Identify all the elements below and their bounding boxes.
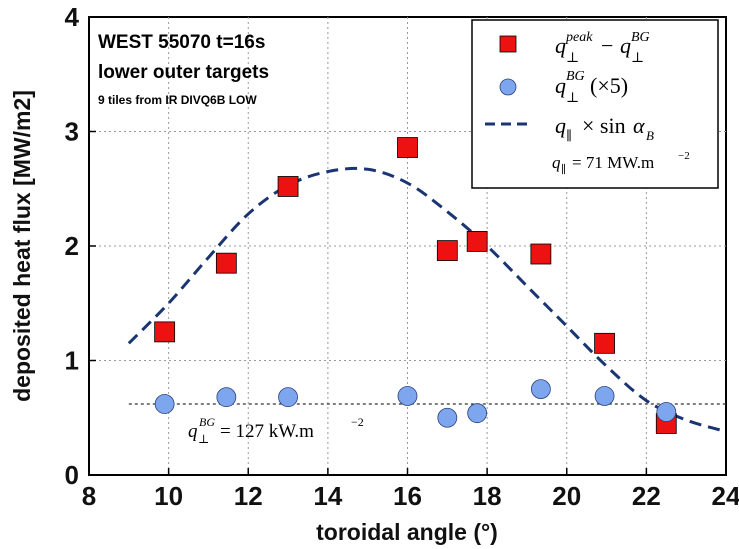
x-tick-10: 10 bbox=[154, 481, 183, 511]
svg-text:× sin: × sin bbox=[582, 113, 626, 138]
peak-point-3 bbox=[277, 176, 299, 197]
svg-text:BG: BG bbox=[199, 415, 215, 429]
x-axis-label: toroidal angle (°) bbox=[316, 519, 498, 545]
svg-text:⊥: ⊥ bbox=[566, 91, 579, 106]
svg-text:q: q bbox=[555, 33, 566, 58]
y-tick-4: 4 bbox=[65, 2, 80, 32]
bg-point-9 bbox=[656, 402, 677, 422]
svg-text:−: − bbox=[601, 33, 613, 58]
y-tick-1: 1 bbox=[65, 346, 79, 376]
peak-point-1 bbox=[154, 321, 176, 343]
svg-text:(×5): (×5) bbox=[590, 73, 628, 98]
svg-text:∥: ∥ bbox=[561, 163, 566, 176]
y-tick-0: 0 bbox=[65, 460, 79, 490]
svg-text:q: q bbox=[188, 421, 198, 442]
x-tick-24: 24 bbox=[712, 481, 739, 511]
legend-marker-peak bbox=[499, 35, 517, 53]
legend-marker-bg bbox=[499, 78, 517, 96]
x-tick-12: 12 bbox=[234, 481, 263, 511]
svg-text:⊥: ⊥ bbox=[566, 51, 579, 66]
svg-text:⊥: ⊥ bbox=[631, 51, 644, 66]
bg-point-2 bbox=[216, 387, 237, 408]
data-markers bbox=[154, 137, 677, 434]
svg-text:BG: BG bbox=[566, 69, 585, 84]
peak-point-4 bbox=[397, 137, 418, 158]
legend-label-model: q ∥ × sin α B bbox=[555, 113, 654, 143]
svg-text:q: q bbox=[555, 113, 566, 138]
bg-point-7 bbox=[530, 379, 551, 400]
svg-text:⊥: ⊥ bbox=[198, 432, 209, 446]
x-tick-20: 20 bbox=[552, 481, 581, 511]
svg-text:B: B bbox=[646, 128, 654, 143]
x-tick-labels: 8 10 12 14 16 18 20 22 24 bbox=[82, 468, 739, 511]
peak-point-2 bbox=[215, 252, 237, 274]
peak-point-8 bbox=[594, 332, 615, 354]
annotation-shot: WEST 55070 t=16s bbox=[98, 32, 265, 53]
x-tick-16: 16 bbox=[393, 481, 422, 511]
bg-point-4 bbox=[397, 386, 418, 406]
y-tick-labels: 0 1 2 3 4 bbox=[65, 2, 96, 490]
x-tick-18: 18 bbox=[473, 481, 502, 511]
bg-point-5 bbox=[437, 407, 458, 428]
svg-text:α: α bbox=[633, 113, 645, 138]
x-tick-8: 8 bbox=[82, 481, 96, 511]
bg-point-3 bbox=[278, 387, 298, 408]
svg-text:q: q bbox=[620, 33, 631, 58]
bg-point-1 bbox=[154, 394, 175, 414]
legend-label-peak: q ⊥ peak − q ⊥ BG bbox=[555, 30, 650, 66]
svg-text:q: q bbox=[552, 153, 561, 172]
legend-label-bg: q ⊥ BG (×5) bbox=[555, 69, 628, 106]
annotation-tiles: 9 tiles from IR DIVQ6B LOW bbox=[98, 93, 257, 107]
svg-text:q: q bbox=[555, 73, 566, 98]
y-tick-2: 2 bbox=[65, 231, 79, 261]
svg-text:= 71 MW.m: = 71 MW.m bbox=[572, 153, 654, 172]
y-tick-3: 3 bbox=[65, 117, 79, 147]
svg-text:−2: −2 bbox=[678, 150, 690, 162]
peak-point-5 bbox=[436, 240, 458, 261]
svg-text:peak: peak bbox=[565, 30, 593, 45]
svg-text:= 127 kW.m: = 127 kW.m bbox=[220, 421, 314, 442]
bg-level-annotation: q ⊥ BG = 127 kW.m −2 bbox=[188, 415, 364, 446]
x-tick-14: 14 bbox=[313, 481, 342, 511]
peak-point-6 bbox=[466, 231, 488, 252]
peak-point-7 bbox=[530, 243, 552, 265]
model-curve bbox=[127, 166, 727, 433]
legend-q-parallel: q ∥ = 71 MW.m −2 bbox=[552, 150, 690, 176]
svg-text:∥: ∥ bbox=[566, 128, 572, 143]
annotation-target: lower outer targets bbox=[98, 62, 269, 83]
model-curve-path bbox=[127, 166, 727, 433]
legend: q ⊥ peak − q ⊥ BG q ⊥ BG (×5) q ∥ × sin … bbox=[471, 19, 719, 189]
y-axis-label: deposited heat flux [MW/m2] bbox=[9, 90, 35, 402]
svg-text:−2: −2 bbox=[351, 415, 364, 429]
bg-point-6 bbox=[467, 403, 488, 424]
bg-point-8 bbox=[594, 386, 615, 406]
x-tick-22: 22 bbox=[632, 481, 661, 511]
svg-text:BG: BG bbox=[631, 30, 650, 45]
